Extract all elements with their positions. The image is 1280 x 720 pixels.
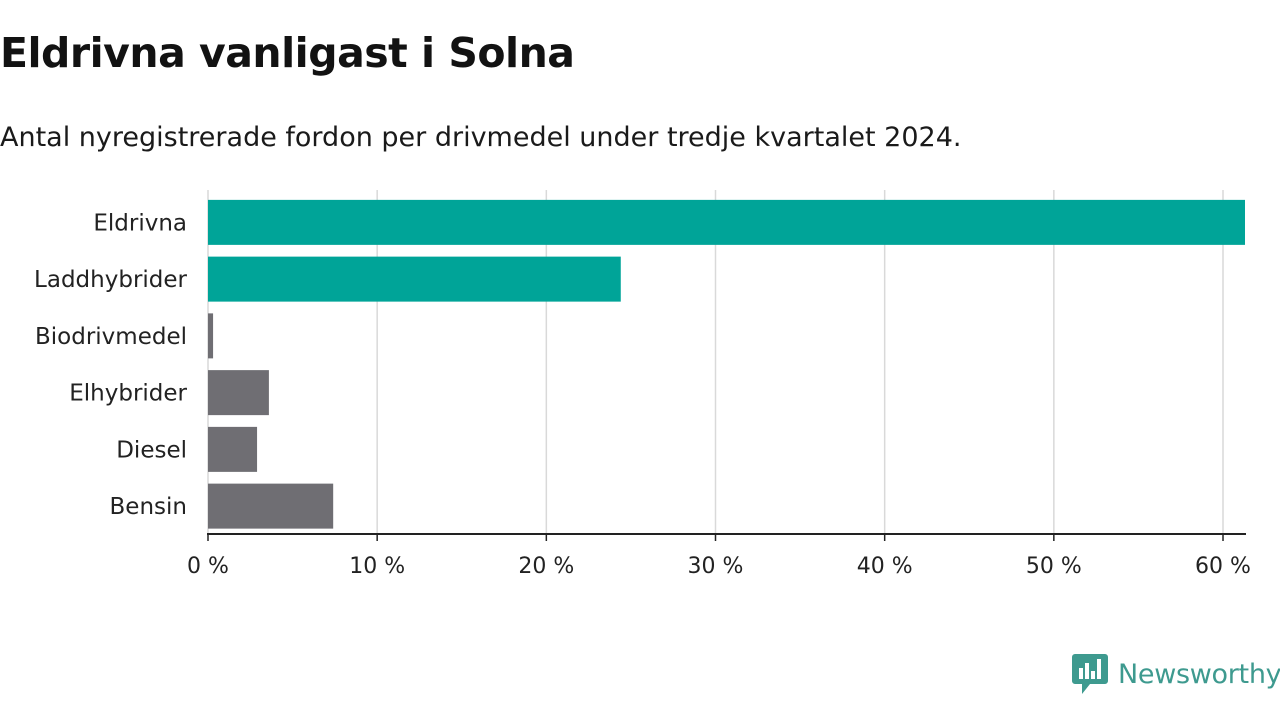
bar-chart: Eldrivna Laddhybrider Biodrivmedel Elhybrid… bbox=[34, 190, 1251, 579]
x-tick-label: 30 % bbox=[688, 554, 744, 579]
category-label: Laddhybrider bbox=[34, 267, 187, 293]
x-tick-label: 50 % bbox=[1026, 554, 1082, 579]
x-tick-label: 60 % bbox=[1195, 554, 1251, 579]
bar bbox=[208, 256, 621, 302]
bar bbox=[208, 483, 334, 529]
category-label: Eldrivna bbox=[93, 210, 187, 236]
bar bbox=[208, 199, 1245, 245]
bar bbox=[208, 426, 258, 472]
newsworthy-logo-icon bbox=[1072, 654, 1108, 694]
category-label: Elhybrider bbox=[69, 381, 187, 407]
x-axis: 0 % 10 % 20 % 30 % 40 % 50 % 60 % bbox=[187, 533, 1251, 579]
brand-name: Newsworthy bbox=[1118, 658, 1280, 690]
brand-logo: Newsworthy bbox=[1072, 652, 1280, 696]
gridlines bbox=[207, 190, 1224, 534]
category-labels: Eldrivna Laddhybrider Biodrivmedel Elhybrid… bbox=[34, 210, 187, 520]
x-tick-label: 10 % bbox=[349, 554, 405, 579]
x-tick-label: 0 % bbox=[187, 554, 229, 579]
bar bbox=[208, 370, 269, 416]
bar bbox=[208, 313, 214, 359]
x-tick-label: 20 % bbox=[518, 554, 574, 579]
chart-title: Eldrivna vanligast i Solna bbox=[0, 29, 575, 77]
category-label: Biodrivmedel bbox=[35, 324, 187, 350]
x-tick-label: 40 % bbox=[857, 554, 913, 579]
chart-subtitle: Antal nyregistrerade fordon per drivmede… bbox=[0, 122, 962, 153]
category-label: Bensin bbox=[110, 494, 187, 520]
bars bbox=[208, 199, 1245, 529]
category-label: Diesel bbox=[116, 437, 187, 463]
